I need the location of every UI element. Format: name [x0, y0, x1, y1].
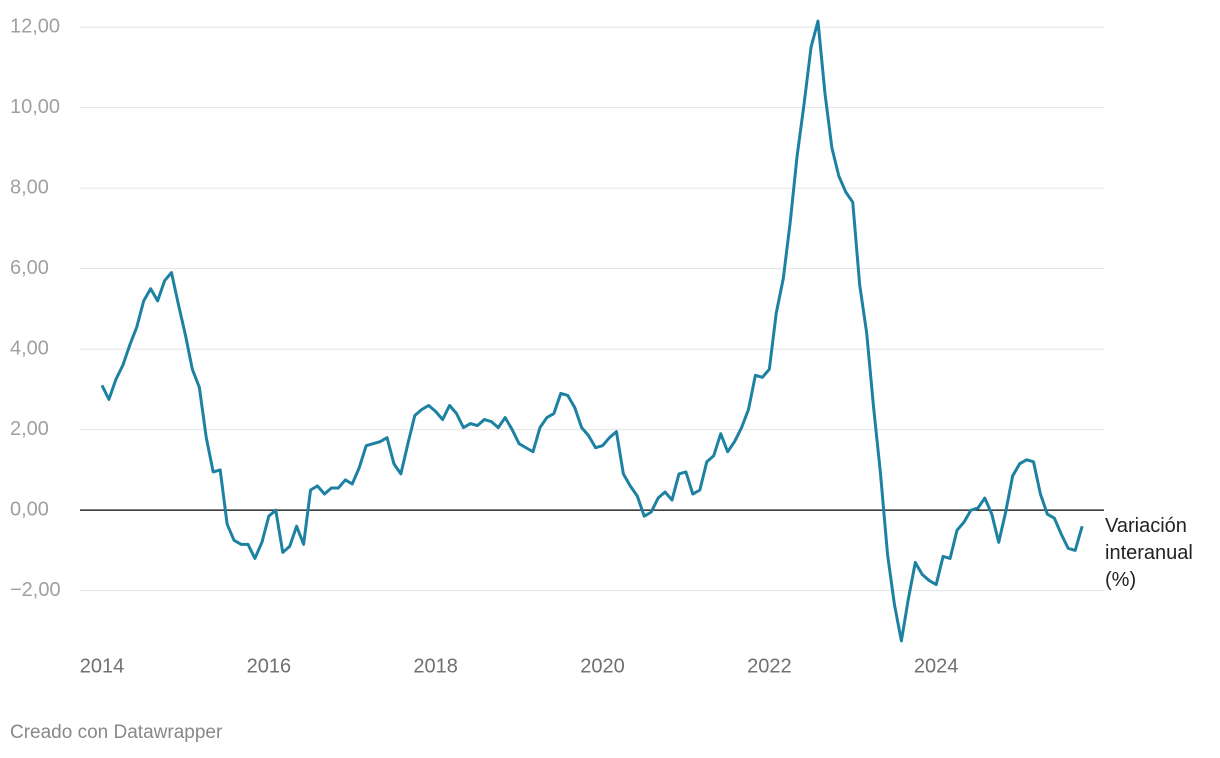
x-tick-label: 2018 — [413, 655, 458, 677]
y-tick-label: 2,00 — [10, 418, 49, 440]
chart: −2,00 0,00 2,00 4,00 6,00 8,00 10,00 12,00 2014 2… — [10, 15, 1104, 677]
x-tick-label: 2016 — [247, 655, 292, 677]
y-tick-label: −2,00 — [10, 579, 61, 601]
x-tick-label: 2022 — [747, 655, 792, 677]
data-line — [100, 19, 1084, 643]
y-tick-label: 8,00 — [10, 176, 49, 198]
y-tick-label: 0,00 — [10, 498, 49, 520]
line-label: Variación interanual (%) — [1105, 515, 1193, 591]
y-tick-label: 10,00 — [10, 96, 60, 118]
y-tick-label: 4,00 — [10, 337, 49, 359]
y-tick-label: 6,00 — [10, 257, 49, 279]
y-tick-label: 12,00 — [10, 15, 60, 37]
x-tick-label: 2020 — [580, 655, 625, 677]
x-tick-label: 2024 — [914, 655, 959, 677]
source-note: Creado con Datawrapper — [10, 722, 223, 743]
x-tick-label: 2014 — [80, 655, 125, 677]
